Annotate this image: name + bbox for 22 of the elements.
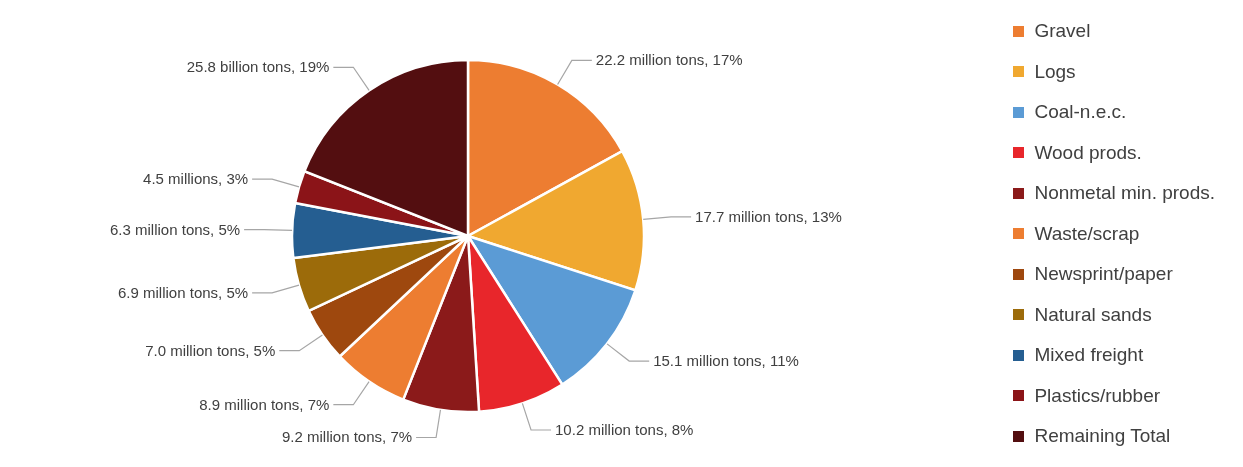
- legend-label: Waste/scrap: [1034, 222, 1140, 245]
- legend-label: Logs: [1034, 60, 1076, 83]
- legend-label: Mixed freight: [1034, 344, 1144, 366]
- legend-label: Wood prods.: [1034, 141, 1142, 164]
- legend-label: Natural sands: [1034, 303, 1152, 326]
- data-label: 15.1 million tons, 11%: [653, 352, 799, 370]
- data-label: 10.2 million tons, 8%: [555, 421, 694, 439]
- data-label: 6.3 million tons, 5%: [110, 220, 241, 238]
- data-label: 22.2 million tons, 17%: [595, 51, 743, 69]
- data-label: 4.5 millions, 3%: [143, 170, 249, 188]
- data-label: 8.9 million tons, 7%: [199, 395, 330, 413]
- legend-label: Nonmetal min. prods.: [1034, 182, 1215, 204]
- legend-label: Remaining Total: [1034, 425, 1171, 447]
- legend-label: Coal-n.e.c.: [1034, 101, 1127, 123]
- legend-label: Newsprint/paper: [1034, 263, 1173, 285]
- data-label: 17.7 million tons, 13%: [695, 207, 842, 225]
- data-label: 9.2 million tons, 7%: [282, 428, 413, 446]
- data-label: 7.0 million tons, 5%: [145, 341, 276, 359]
- legend-label: Gravel: [1034, 20, 1091, 42]
- data-label: 25.8 billion tons, 19%: [186, 58, 330, 76]
- legend-label: Plastics/rubber: [1034, 384, 1161, 407]
- data-label: 6.9 million tons, 5%: [118, 283, 249, 301]
